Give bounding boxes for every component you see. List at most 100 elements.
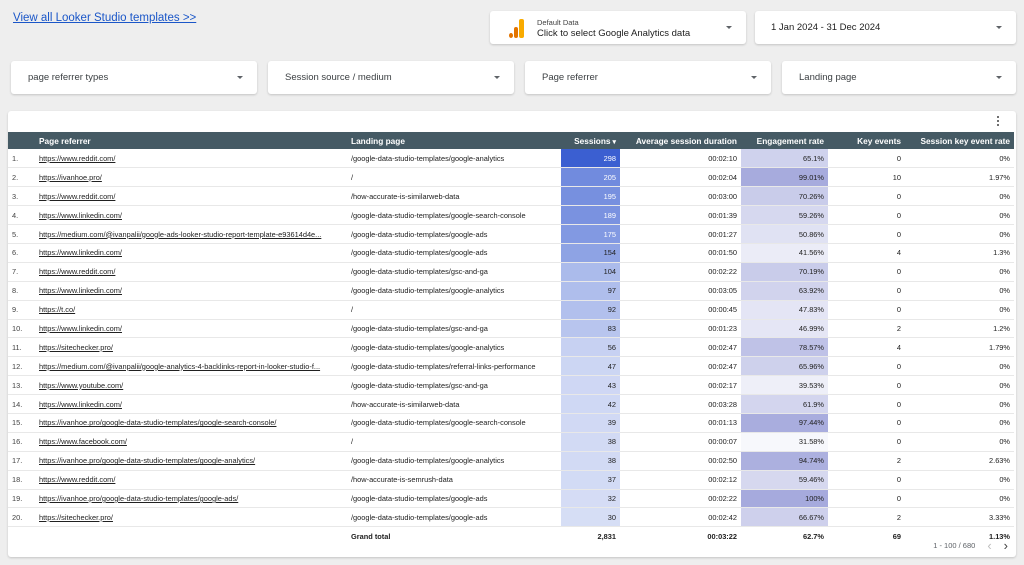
table-row[interactable]: 18. https://www.reddit.com/ /how-accurate-…	[8, 470, 1014, 490]
table-row[interactable]: 17. https://ivanhoe.pro/google-data-studi…	[8, 451, 1014, 471]
engagement-rate-cell: 97.44%	[741, 413, 828, 433]
page-referrer-cell[interactable]: https://www.linkedin.com/	[39, 323, 122, 333]
avg-duration-cell: 00:01:27	[708, 229, 737, 239]
engagement-rate-cell: 41.56%	[741, 243, 828, 263]
table-row[interactable]: 7. https://www.reddit.com/ /google-data-st…	[8, 262, 1014, 282]
avg-duration-cell: 00:02:47	[708, 361, 737, 371]
data-source-label: Default Data	[537, 18, 579, 27]
table-row[interactable]: 20. https://sitechecker.pro/ /google-data-…	[8, 507, 1014, 527]
page-referrer-cell[interactable]: https://www.youtube.com/	[39, 380, 124, 390]
avg-duration-cell: 00:02:50	[708, 456, 737, 466]
page-referrer-cell[interactable]: https://www.reddit.com/	[39, 267, 116, 277]
avg-duration-cell: 00:02:04	[708, 172, 737, 182]
key-event-rate-cell: 0%	[999, 418, 1010, 428]
landing-page-cell: /google-data-studio-templates/google-ads	[351, 493, 488, 503]
page-referrer-cell[interactable]: https://www.linkedin.com/	[39, 210, 122, 220]
header-key-events[interactable]: Key events	[857, 135, 901, 146]
engagement-rate-cell: 46.99%	[741, 319, 828, 338]
page-referrer-cell[interactable]: https://ivanhoe.pro/google-data-studio-t…	[39, 456, 256, 466]
engagement-rate-cell: 63.92%	[741, 281, 828, 301]
table-row[interactable]: 5. https://medium.com/@ivanpalii/google-a…	[8, 224, 1014, 244]
table-row[interactable]: 14. https://www.linkedin.com/ /how-accurat…	[8, 394, 1014, 414]
table-row[interactable]: 8. https://www.linkedin.com/ /google-data-…	[8, 281, 1014, 301]
key-events-cell: 2	[896, 323, 901, 333]
page-referrer-cell[interactable]: https://www.facebook.com/	[39, 437, 127, 447]
page-referrer-cell[interactable]: https://medium.com/@ivanpalii/google-ads…	[39, 229, 322, 239]
row-index: 11.	[12, 342, 22, 352]
key-event-rate-cell: 1.97%	[989, 172, 1010, 182]
page-referrer-cell[interactable]: https://www.linkedin.com/	[39, 399, 122, 409]
more-options-icon[interactable]	[993, 116, 1003, 128]
header-engagement-rate[interactable]: Engagement rate	[756, 135, 824, 146]
avg-duration-cell: 00:03:28	[708, 399, 737, 409]
row-index: 16.	[12, 437, 23, 447]
prev-page-icon[interactable]: ‹	[987, 538, 992, 553]
table-row[interactable]: 1. https://www.reddit.com/ /google-data-st…	[8, 149, 1014, 168]
page-referrer-cell[interactable]: https://www.reddit.com/	[39, 191, 116, 201]
table-row[interactable]: 9. https://t.co/ / 92 00:00:45 47.83% 0 0%	[8, 300, 1014, 320]
table-row[interactable]: 15. https://ivanhoe.pro/google-data-studi…	[8, 413, 1014, 433]
key-events-cell: 0	[896, 418, 901, 428]
landing-page-cell: /how-accurate-is-semrush-data	[351, 475, 453, 485]
table-row[interactable]: 13. https://www.youtube.com/ /google-data-…	[8, 375, 1014, 395]
table-row[interactable]: 3. https://www.reddit.com/ /how-accurate-i…	[8, 186, 1014, 206]
page-referrer-cell[interactable]: https://ivanhoe.pro/google-data-studio-t…	[39, 418, 277, 428]
header-session-key-event-rate[interactable]: Session key event rate	[920, 135, 1010, 146]
total-key-events: 69	[892, 531, 901, 541]
table-row[interactable]: 19. https://ivanhoe.pro/google-data-studi…	[8, 489, 1014, 508]
page-referrer-cell[interactable]: https://sitechecker.pro/	[39, 342, 113, 352]
sessions-cell: 37	[561, 470, 620, 490]
page-referrer-cell[interactable]: https://sitechecker.pro/	[39, 512, 113, 522]
chevron-down-icon	[751, 76, 757, 79]
next-page-icon[interactable]: ›	[1003, 538, 1008, 553]
page-referrer-cell[interactable]: https://www.reddit.com/	[39, 153, 116, 163]
filter-landing-page[interactable]: Landing page	[782, 61, 1016, 94]
page-referrer-cell[interactable]: https://www.reddit.com/	[39, 475, 116, 485]
key-events-cell: 0	[896, 361, 901, 371]
table-row[interactable]: 10. https://www.linkedin.com/ /google-data…	[8, 319, 1014, 338]
table-row[interactable]: 12. https://medium.com/@ivanpalii/google-…	[8, 356, 1014, 376]
page-referrer-cell[interactable]: https://www.linkedin.com/	[39, 286, 122, 296]
pagination: 1 - 100 / 680 ‹ ›	[933, 538, 1008, 553]
filter-label: page referrer types	[28, 72, 109, 83]
header-page-referrer[interactable]: Page referrer	[39, 135, 91, 146]
report-table-card: Page referrer Landing page Sessions Aver…	[8, 111, 1016, 557]
key-events-cell: 0	[896, 305, 901, 315]
key-event-rate-cell: 1.2%	[993, 323, 1010, 333]
data-source-selector[interactable]: Default Data Click to select Google Anal…	[490, 11, 746, 44]
filter-page-referrer-types[interactable]: page referrer types	[11, 61, 257, 94]
table-row[interactable]: 11. https://sitechecker.pro/ /google-data-…	[8, 337, 1014, 357]
landing-page-cell: /	[351, 172, 354, 182]
page-referrer-cell[interactable]: https://ivanhoe.pro/google-data-studio-t…	[39, 493, 239, 503]
filter-page-referrer[interactable]: Page referrer	[525, 61, 771, 94]
sessions-cell: 42	[561, 394, 620, 414]
page-referrer-cell[interactable]: https://t.co/	[39, 305, 76, 315]
page-referrer-cell[interactable]: https://ivanhoe.pro/	[39, 172, 102, 182]
sessions-cell: 43	[561, 375, 620, 395]
engagement-rate-cell: 66.67%	[741, 507, 828, 527]
header-landing-page[interactable]: Landing page	[351, 135, 405, 146]
key-events-cell: 0	[896, 229, 901, 239]
key-events-cell: 2	[896, 456, 901, 466]
table-row[interactable]: 6. https://www.linkedin.com/ /google-data-…	[8, 243, 1014, 263]
table-row[interactable]: 2. https://ivanhoe.pro/ / 205 00:02:04 99.01%…	[8, 167, 1014, 187]
filter-session-source-medium[interactable]: Session source / medium	[268, 61, 514, 94]
filter-label: Page referrer	[542, 72, 598, 83]
sessions-cell: 195	[561, 186, 620, 206]
row-index: 1.	[12, 153, 19, 163]
header-avg-session-duration[interactable]: Average session duration	[635, 135, 737, 146]
header-sessions[interactable]: Sessions	[561, 132, 620, 149]
landing-page-cell: /	[351, 437, 354, 447]
engagement-rate-cell: 31.58%	[741, 432, 828, 452]
page-referrer-cell[interactable]: https://medium.com/@ivanpalii/google-ana…	[39, 361, 321, 371]
sessions-cell: 56	[561, 337, 620, 357]
date-range-picker[interactable]: 1 Jan 2024 - 31 Dec 2024	[755, 11, 1016, 44]
page-referrer-cell[interactable]: https://www.linkedin.com/	[39, 248, 122, 258]
table-row[interactable]: 16. https://www.facebook.com/ / 38 00:00:07 3…	[8, 432, 1014, 452]
key-events-cell: 0	[896, 267, 901, 277]
table-row[interactable]: 4. https://www.linkedin.com/ /google-data-…	[8, 205, 1014, 225]
templates-link[interactable]: View all Looker Studio templates >>	[13, 12, 197, 24]
engagement-rate-cell: 39.53%	[741, 375, 828, 395]
row-index: 4.	[12, 210, 19, 220]
avg-duration-cell: 00:00:45	[708, 305, 737, 315]
